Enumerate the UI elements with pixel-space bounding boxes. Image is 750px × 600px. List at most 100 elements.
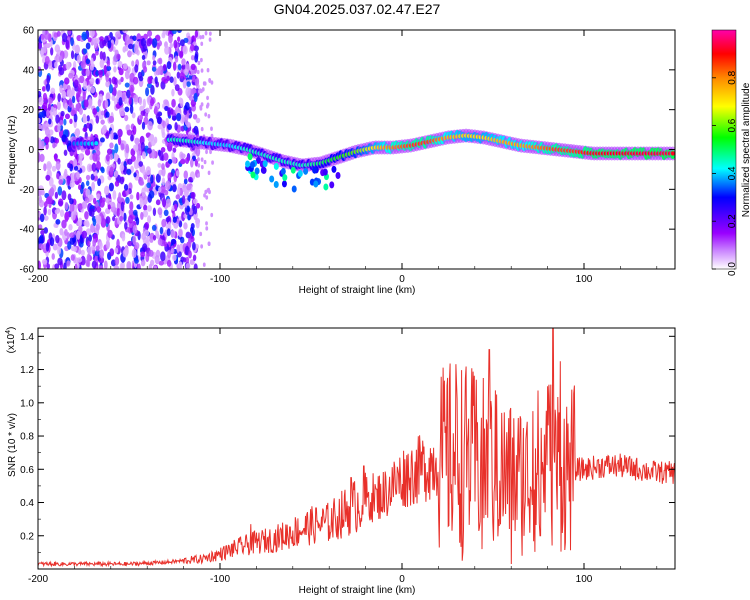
noise-cell: [197, 60, 201, 66]
noise-cell: [152, 38, 158, 48]
noise-cell: [134, 64, 139, 73]
noise-cell: [146, 38, 152, 47]
noise-cell: [166, 61, 172, 70]
noise-cell: [155, 199, 161, 206]
noise-cell: [97, 215, 102, 225]
noise-cell: [96, 193, 101, 200]
noise-cell: [157, 162, 162, 168]
noise-cell: [197, 163, 201, 168]
colorbar-tick-label: 0.2: [727, 214, 738, 228]
noise-cell: [211, 160, 214, 165]
noise-cell: [132, 35, 137, 42]
noise-cell: [159, 226, 164, 235]
noise-cell: [207, 114, 211, 119]
noise-cell: [151, 149, 156, 159]
noise-cell: [52, 142, 56, 149]
noise-cell: [190, 191, 196, 199]
noise-cell: [200, 157, 204, 162]
noise-cell: [149, 237, 154, 243]
noise-cell: [155, 173, 161, 183]
colorbar-tick-label: 0.6: [727, 118, 738, 132]
noise-cell: [58, 179, 64, 185]
noise-cell: [193, 45, 199, 52]
noise-cell: [59, 84, 63, 94]
noise-cell: [40, 229, 45, 236]
noise-cell: [77, 249, 82, 255]
noise-cell: [91, 162, 97, 172]
noise-cell: [54, 44, 61, 53]
noise-cell: [209, 149, 212, 155]
noise-cell: [173, 76, 177, 87]
noise-cell: [165, 216, 171, 223]
noise-cell: [59, 119, 64, 126]
noise-cell: [99, 50, 104, 60]
noise-cell: [196, 69, 200, 75]
noise-cell: [165, 198, 172, 208]
noise-cell: [40, 34, 45, 40]
noise-cell: [38, 195, 43, 204]
noise-cell: [173, 39, 178, 49]
noise-cell: [44, 127, 50, 137]
noise-cell: [55, 161, 61, 171]
noise-cell: [100, 167, 105, 174]
ridge-cell: [297, 169, 303, 177]
noise-cell: [97, 69, 104, 75]
noise-cell: [95, 115, 100, 124]
ridge-cell: [245, 160, 251, 168]
noise-cell: [70, 37, 74, 47]
noise-cell: [41, 85, 46, 92]
snr-y-tick-label: 1.2: [20, 365, 34, 376]
noise-cell: [147, 30, 153, 37]
noise-cell: [57, 246, 62, 255]
spectrogram-y-tick-label: -60: [20, 265, 35, 276]
noise-cell: [90, 208, 95, 217]
noise-cell: [204, 31, 208, 36]
noise-cell: [178, 243, 185, 254]
noise-cell: [42, 92, 48, 102]
noise-cell: [179, 50, 184, 59]
noise-cell: [119, 176, 125, 185]
noise-cell: [38, 139, 42, 149]
noise-cell: [109, 153, 114, 160]
noise-cell: [155, 230, 160, 239]
noise-cell: [171, 88, 175, 97]
noise-cell: [76, 230, 81, 240]
noise-cell: [54, 209, 60, 215]
noise-cell: [99, 36, 104, 42]
noise-cell: [107, 40, 112, 49]
noise-cell: [162, 120, 166, 129]
noise-cell: [142, 209, 149, 218]
noise-cell: [176, 244, 180, 253]
noise-cell: [190, 54, 195, 61]
noise-cell: [150, 174, 154, 184]
noise-cell: [49, 237, 55, 247]
noise-cell: [143, 65, 148, 73]
noise-cell: [200, 244, 204, 249]
noise-cell: [133, 172, 137, 178]
noise-cell: [84, 210, 89, 220]
noise-cell: [86, 115, 90, 122]
noise-cell: [43, 206, 47, 216]
noise-cell: [129, 104, 134, 114]
noise-cell: [194, 159, 199, 167]
noise-cell: [55, 114, 60, 124]
noise-cell: [117, 136, 122, 146]
spectrogram-y-label: Frequency (Hz): [7, 116, 18, 185]
noise-cell: [138, 161, 144, 167]
noise-cell: [112, 189, 117, 200]
noise-cell: [143, 116, 149, 125]
noise-cell: [59, 228, 64, 236]
noise-cell: [126, 129, 132, 136]
noise-cell: [98, 265, 104, 269]
noise-cell: [186, 81, 191, 87]
noise-cell: [152, 55, 156, 61]
noise-cell: [181, 58, 186, 66]
noise-cell: [183, 178, 188, 185]
noise-cell: [114, 143, 119, 154]
spectrogram-y-tick-label: 0: [28, 145, 34, 156]
noise-cell: [199, 105, 203, 110]
snr-x-label: Height of straight line (km): [299, 585, 416, 596]
noise-cell: [153, 190, 158, 196]
noise-cell: [42, 101, 48, 110]
noise-cell: [52, 243, 58, 251]
